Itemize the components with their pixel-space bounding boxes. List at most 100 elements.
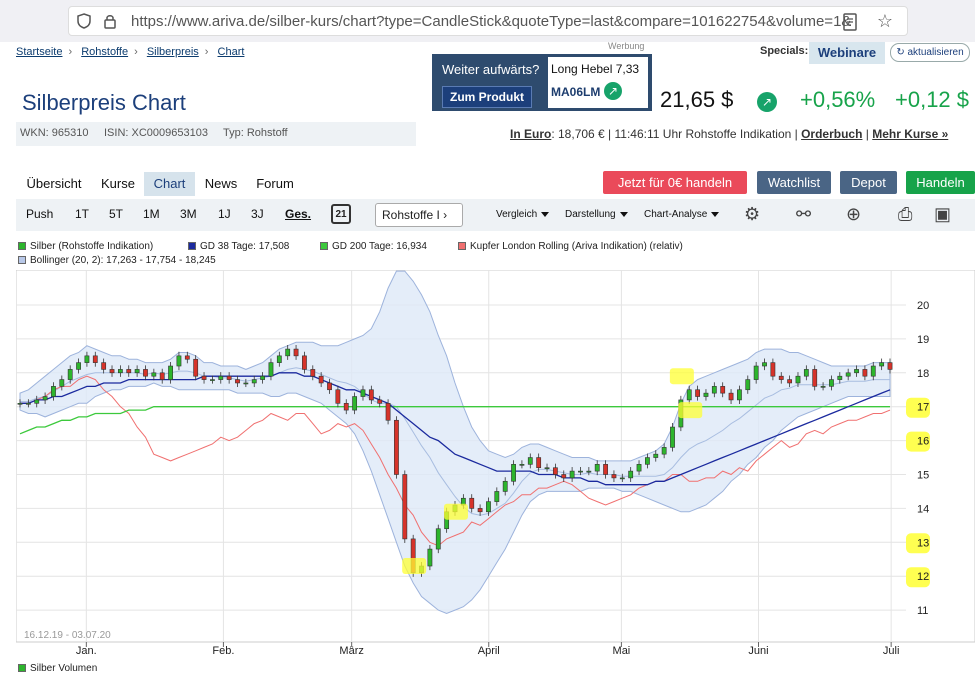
- highlight-mark: [906, 533, 930, 554]
- period-1t[interactable]: 1T: [75, 207, 90, 221]
- candle: [151, 372, 157, 377]
- highlight-mark: [906, 431, 930, 452]
- arrow-up-right-icon[interactable]: ↗: [604, 82, 622, 100]
- zoom-icon[interactable]: ⊕: [846, 204, 862, 224]
- lock-icon[interactable]: [103, 13, 117, 29]
- candle: [402, 474, 408, 540]
- period-ges[interactable]: Ges.: [285, 207, 312, 221]
- candle: [42, 396, 48, 401]
- handeln-button[interactable]: Handeln: [906, 171, 975, 194]
- reader-view-icon[interactable]: [843, 13, 857, 31]
- bollinger-band: [19, 270, 891, 615]
- x-tick-label: Juni: [748, 645, 768, 657]
- candle: [670, 426, 675, 448]
- exchange-select[interactable]: Rohstoffe I ›: [375, 203, 463, 227]
- wkn: WKN: 965310: [20, 127, 89, 139]
- print-icon[interactable]: ⎙: [898, 204, 913, 224]
- x-tick-label: Feb.: [212, 645, 234, 657]
- tab-uebersicht[interactable]: Übersicht: [26, 176, 82, 191]
- candle: [837, 375, 843, 380]
- candle: [276, 355, 282, 363]
- candle: [544, 467, 550, 470]
- ad-product-box[interactable]: Long Hebel 7,33 MA06LM ↗: [548, 57, 648, 108]
- candle: [845, 372, 851, 377]
- period-3m[interactable]: 3M: [180, 207, 197, 221]
- tab-forum[interactable]: Forum: [256, 176, 294, 191]
- highlight-tick-label: 17: [917, 402, 929, 414]
- period-5t[interactable]: 5T: [109, 207, 124, 221]
- tab-news[interactable]: News: [204, 176, 238, 191]
- ad-banner[interactable]: Weiter aufwärts? Zum Produkt Long Hebel …: [432, 54, 652, 111]
- candle: [193, 358, 199, 377]
- x-tick-label: März: [339, 645, 363, 657]
- candle: [519, 464, 525, 466]
- x-tick-label: Juli: [883, 645, 900, 657]
- refresh-button[interactable]: ↻ aktualisieren: [890, 43, 970, 62]
- calendar-icon[interactable]: 21: [331, 204, 351, 224]
- candle: [720, 386, 726, 394]
- depot-button[interactable]: Depot: [840, 171, 897, 194]
- candle: [803, 369, 809, 377]
- ad-product-button[interactable]: Zum Produkt: [442, 86, 532, 108]
- candle: [661, 447, 667, 455]
- period-1m[interactable]: 1M: [143, 207, 160, 221]
- watchlist-button[interactable]: Watchlist: [757, 171, 831, 194]
- bookmark-star-icon[interactable]: ☆: [876, 11, 893, 31]
- ad-label: Werbung: [608, 41, 645, 51]
- candle: [343, 403, 349, 411]
- url-text[interactable]: https://www.ariva.de/silber-kurs/chart?t…: [131, 13, 851, 30]
- period-1j[interactable]: 1J: [218, 207, 231, 221]
- breadcrumb-silberpreis[interactable]: Silberpreis: [146, 46, 199, 58]
- candle: [787, 379, 793, 384]
- breadcrumb-chart[interactable]: Chart: [217, 46, 245, 58]
- highlight-candle: [678, 402, 703, 419]
- indicators-icon[interactable]: ⚯: [796, 204, 812, 224]
- ad-question: Weiter aufwärts?: [442, 62, 540, 77]
- breadcrumb-rohstoffe[interactable]: Rohstoffe: [81, 46, 129, 58]
- breadcrumb: Startseite › Rohstoffe › Silberpreis › Char…: [16, 46, 245, 58]
- candle: [117, 369, 123, 374]
- change-percent: +0,56%: [800, 87, 876, 112]
- mehr-kurse-link[interactable]: Mehr Kurse »: [872, 127, 949, 141]
- period-3j[interactable]: 3J: [251, 207, 264, 221]
- orderbuch-link[interactable]: Orderbuch: [801, 127, 863, 141]
- candle: [477, 508, 483, 513]
- period-push[interactable]: Push: [26, 207, 54, 221]
- legend-silber[interactable]: Silber (Rohstoffe Indikation): [18, 241, 153, 252]
- silver-candlestick-chart[interactable]: 20 19 18 17 16 15 14 13 12 11 Jan. Feb. März April Mai…: [16, 270, 975, 660]
- volume-legend[interactable]: Silber Volumen: [18, 663, 97, 674]
- shield-icon[interactable]: [77, 13, 91, 29]
- candle: [243, 382, 249, 385]
- candle: [76, 362, 81, 370]
- candle: [285, 348, 291, 357]
- trade-free-button[interactable]: Jetzt für 0€ handeln: [603, 171, 747, 194]
- in-euro-link[interactable]: In Euro: [510, 127, 552, 141]
- refresh-label: aktualisieren: [907, 47, 964, 58]
- candle: [569, 470, 575, 479]
- save-icon[interactable]: ▣: [934, 204, 952, 224]
- darstellung-dropdown[interactable]: Darstellung: [565, 209, 628, 220]
- vergleich-dropdown[interactable]: Vergleich: [496, 209, 549, 220]
- address-bar[interactable]: https://www.ariva.de/silber-kurs/chart?t…: [68, 6, 908, 36]
- candle: [51, 386, 56, 397]
- chart-analyse-dropdown[interactable]: Chart-Analyse: [644, 209, 719, 220]
- candle: [728, 392, 734, 401]
- webinare-button[interactable]: Webinare: [809, 42, 885, 64]
- legend-kupfer[interactable]: Kupfer London Rolling (Ariva Indikation)…: [458, 241, 683, 252]
- candle: [502, 480, 508, 492]
- candle: [611, 474, 617, 479]
- candle: [578, 470, 583, 473]
- candle: [327, 382, 332, 391]
- highlight-tick-label: 13: [917, 537, 929, 549]
- tab-chart[interactable]: Chart: [144, 172, 195, 196]
- legend-bollinger[interactable]: Bollinger (20, 2): 17,263 - 17,754 - 18,…: [18, 255, 216, 266]
- settings-gear-icon[interactable]: ⚙: [744, 204, 761, 224]
- candle: [210, 379, 215, 381]
- legend-gd38[interactable]: GD 38 Tage: 17,508: [188, 241, 289, 252]
- breadcrumb-startseite[interactable]: Startseite: [16, 46, 63, 58]
- ad-product-code: MA06LM: [551, 85, 601, 99]
- candle: [143, 369, 148, 377]
- candle: [318, 375, 324, 384]
- tab-kurse[interactable]: Kurse: [101, 176, 135, 191]
- legend-gd200[interactable]: GD 200 Tage: 16,934: [320, 241, 427, 252]
